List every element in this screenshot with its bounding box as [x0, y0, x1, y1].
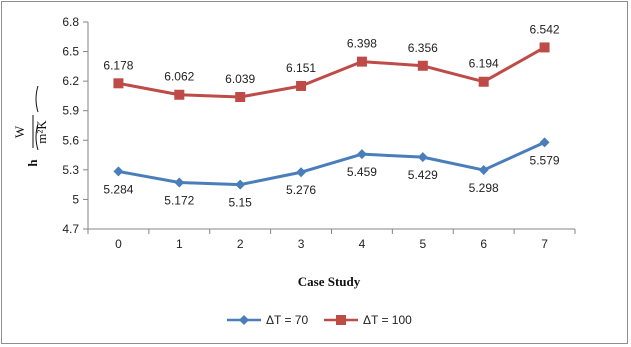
data-label: 5.15	[229, 196, 253, 210]
x-tick-label: 6	[480, 237, 487, 251]
legend-label-series-2: ΔT = 100	[363, 313, 412, 327]
x-tick-labels: 0 1 2 3 4 5 6 7	[115, 237, 548, 251]
series-layer	[113, 42, 550, 190]
data-point-diamond	[539, 137, 550, 148]
x-tick-label: 7	[541, 237, 548, 251]
data-point-square	[478, 76, 489, 87]
data-label: 5.284	[103, 182, 133, 196]
y-tick-label: 4.7	[62, 222, 79, 236]
y-axis-title-paren-open	[35, 123, 39, 151]
axes	[83, 21, 576, 234]
data-point-square	[174, 89, 185, 100]
data-label: 6.542	[530, 22, 560, 36]
data-label: 6.062	[164, 70, 194, 84]
x-tick-label: 1	[176, 237, 183, 251]
data-label: 5.429	[408, 168, 438, 182]
legend-marker-series-2	[336, 315, 346, 325]
y-tick-label: 6.8	[62, 15, 79, 29]
x-axis-title: Case Study	[298, 274, 361, 289]
x-tick-label: 2	[237, 237, 244, 251]
x-tick-label: 4	[359, 237, 366, 251]
data-label: 6.194	[469, 57, 499, 71]
data-label: 6.356	[408, 41, 438, 55]
data-point-square	[417, 60, 428, 71]
data-label: 5.459	[347, 165, 377, 179]
series-line-2	[118, 46, 546, 99]
data-label: 5.276	[286, 183, 316, 197]
y-tick-label: 6.2	[62, 74, 79, 88]
legend-label-series-1: ΔT = 70	[266, 313, 308, 327]
data-point-square	[235, 92, 246, 103]
data-point-diamond	[417, 152, 428, 163]
legend: ΔT = 70 ΔT = 100	[227, 313, 412, 327]
data-point-square	[539, 42, 550, 53]
y-tick-label: 5.6	[62, 133, 79, 147]
data-label: 5.579	[530, 153, 560, 167]
y-axis-title-main: h	[25, 159, 40, 167]
data-label: 6.178	[103, 58, 133, 72]
data-point-diamond	[478, 165, 489, 176]
data-label: 6.398	[347, 37, 377, 51]
data-label: 6.039	[225, 72, 255, 86]
y-axis-title-denominator: m²K	[34, 120, 49, 144]
y-axis-title-numerator: W	[12, 125, 27, 138]
data-point-diamond	[235, 179, 246, 190]
data-point-square	[296, 80, 307, 91]
data-point-square	[113, 78, 124, 89]
data-label: 6.151	[286, 61, 316, 75]
x-tick-label: 3	[298, 237, 305, 251]
y-tick-label: 5.9	[62, 104, 79, 118]
x-tick-label: 0	[115, 237, 122, 251]
y-tick-label: 6.5	[62, 45, 79, 59]
x-tick-label: 5	[419, 237, 426, 251]
y-axis-title-paren-close	[35, 85, 39, 113]
data-point-diamond	[113, 166, 124, 177]
y-tick-labels: 4.7 5 5.3 5.6 5.9 6.2 6.5 6.8	[62, 15, 79, 236]
legend-marker-series-1	[239, 315, 249, 325]
data-labels: 5.284 5.172 5.15 5.276 5.459 5.429 5.298 5.579 6…	[103, 22, 559, 209]
data-label: 5.172	[164, 193, 194, 207]
y-tick-label: 5.3	[62, 163, 79, 177]
series-line-1	[118, 140, 546, 187]
legend-item-series-1: ΔT = 70	[227, 313, 308, 327]
data-point-square	[356, 56, 367, 67]
legend-item-series-2: ΔT = 100	[324, 313, 412, 327]
data-label: 5.298	[469, 181, 499, 195]
y-tick-label: 5	[72, 192, 79, 206]
data-point-diamond	[296, 167, 307, 178]
y-axis-title: h W m²K	[12, 85, 49, 167]
data-point-diamond	[356, 149, 367, 160]
data-point-diamond	[174, 177, 185, 188]
